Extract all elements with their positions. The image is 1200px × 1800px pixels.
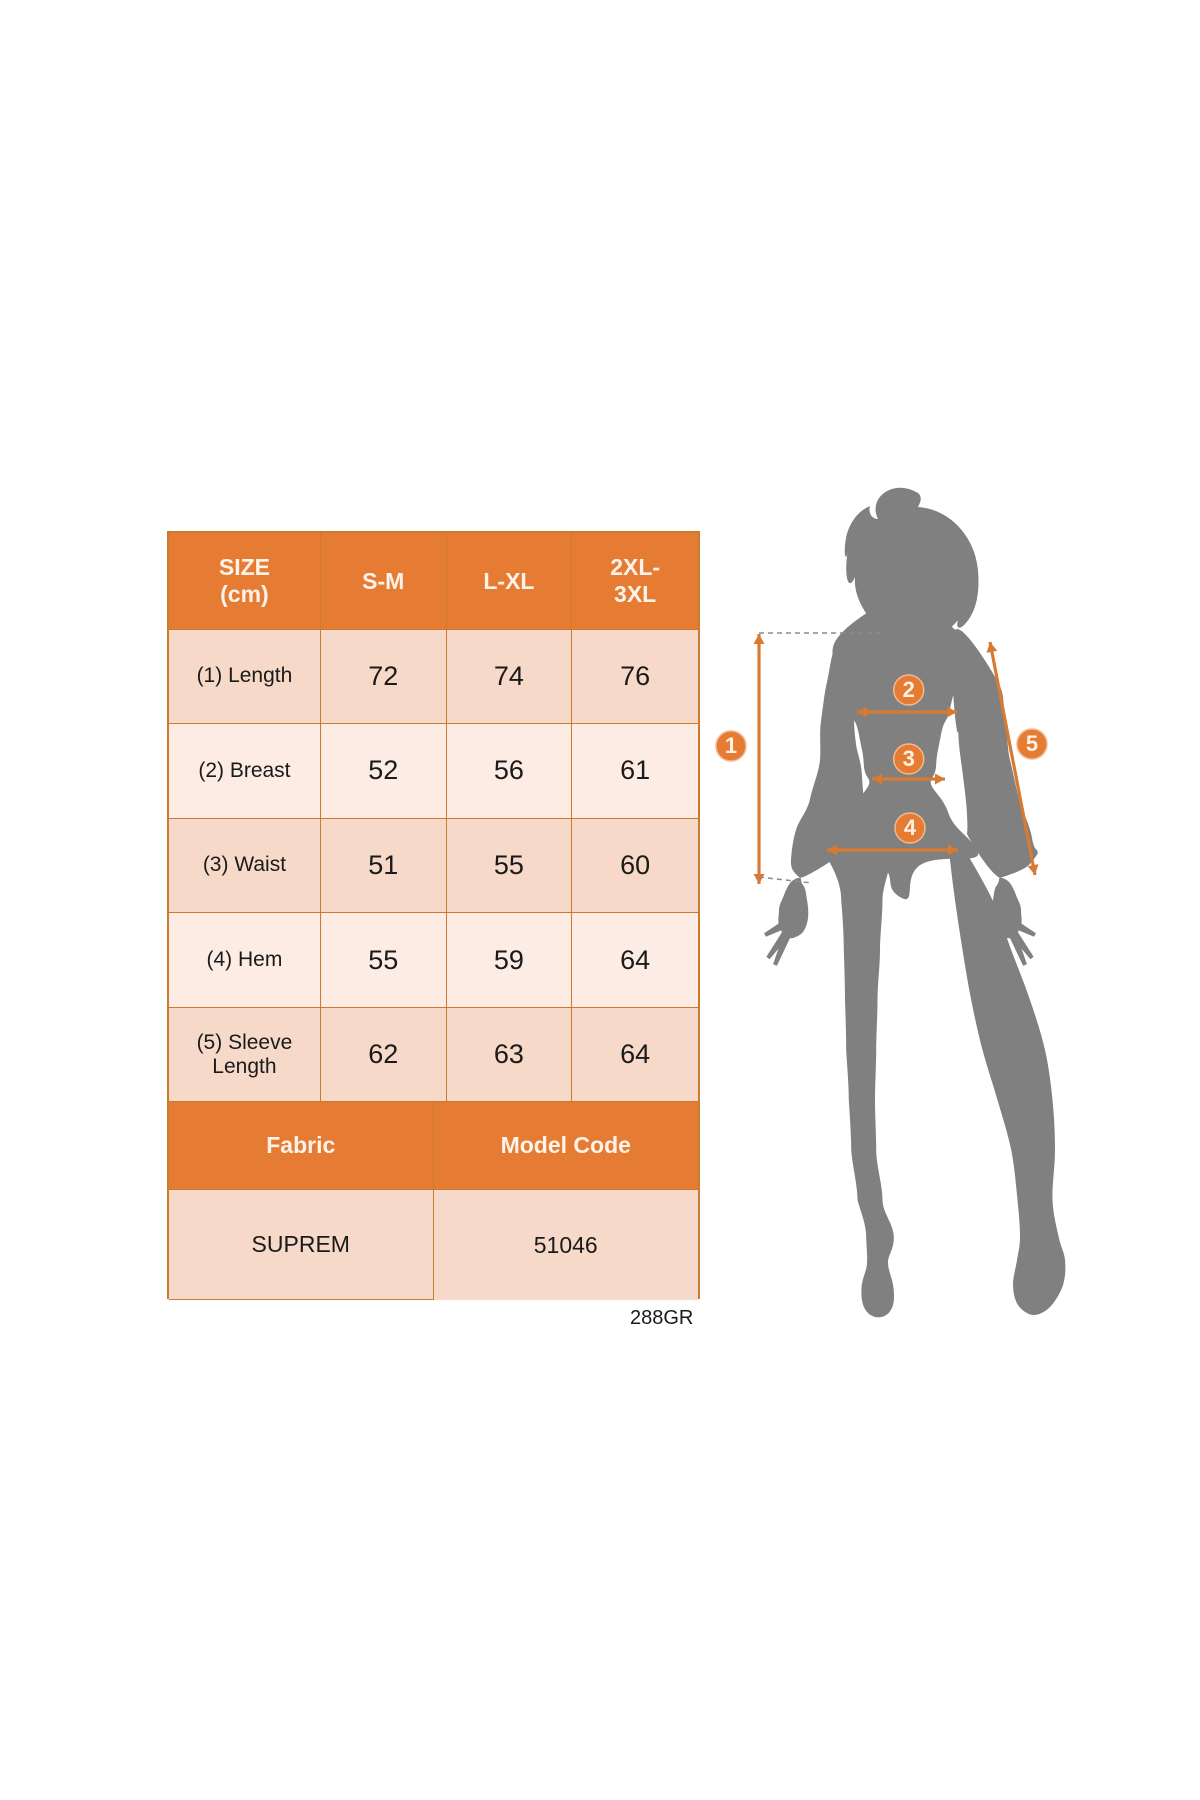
svg-text:2: 2 (903, 677, 915, 702)
svg-text:5: 5 (1026, 731, 1038, 756)
svg-text:3: 3 (903, 746, 915, 771)
svg-text:1: 1 (725, 733, 737, 758)
svg-text:4: 4 (904, 815, 917, 840)
